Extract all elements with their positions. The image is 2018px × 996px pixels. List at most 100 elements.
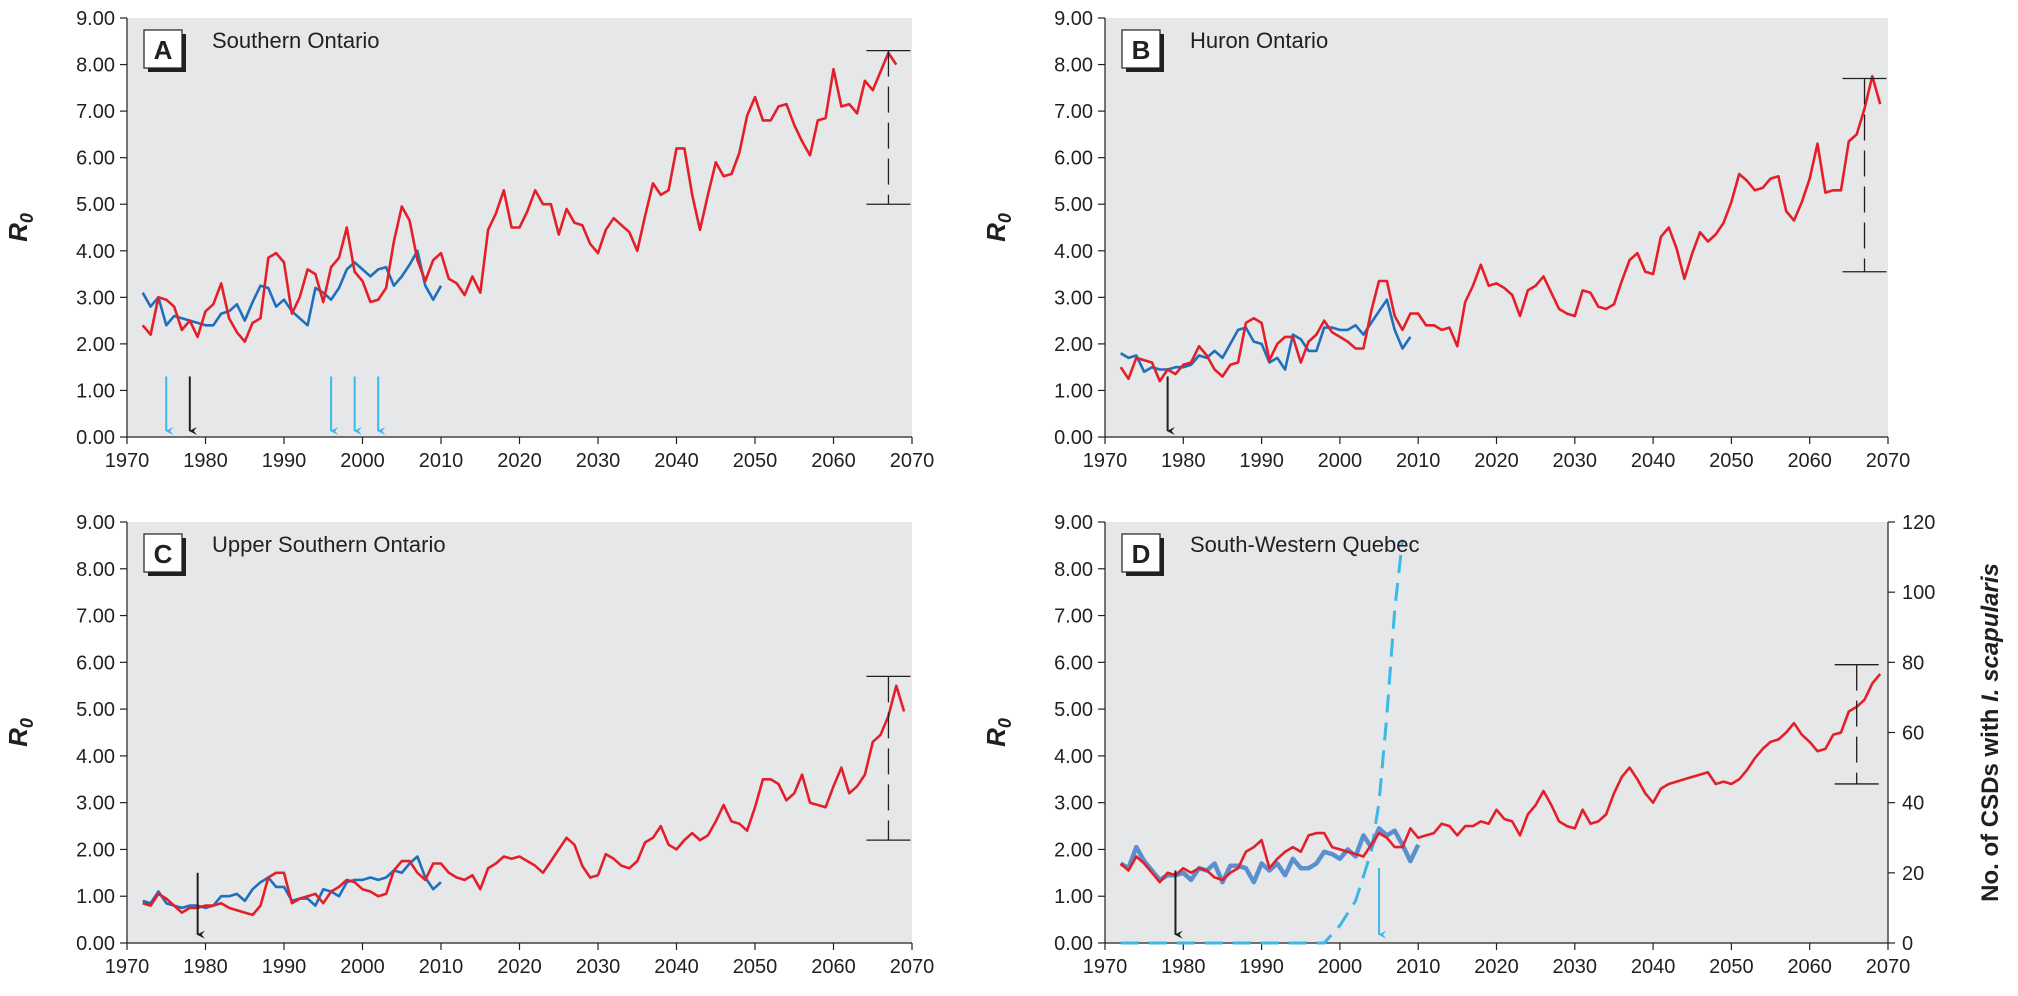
panel-letter-box [1121, 533, 1161, 573]
y2-tick-label: 0 [1902, 933, 1913, 955]
y2-axis-label: No. of CSDs with I. scapularis [1977, 563, 2004, 902]
plot-area [1105, 18, 1888, 437]
x-tick-label: 2000 [340, 956, 385, 978]
x-tick-label: 2000 [340, 450, 385, 472]
x-tick-label: 2010 [419, 956, 464, 978]
y-tick-label: 9.00 [1054, 8, 1093, 30]
x-tick-label: 2050 [733, 956, 778, 978]
x-tick-label: 1980 [183, 956, 228, 978]
y-tick-label: 2.00 [76, 839, 115, 861]
x-tick-label: 1970 [105, 450, 150, 472]
x-tick-label: 1980 [1161, 450, 1206, 472]
x-tick-label: 2060 [1787, 956, 1832, 978]
x-tick-label: 2030 [576, 956, 621, 978]
x-tick-label: 2060 [811, 450, 856, 472]
y-tick-label: 9.00 [1054, 512, 1093, 534]
chart-panel-c: 0.00 1.00 2.00 3.00 4.00 5.00 6.00 7.00 8.00 9.00… [3, 512, 934, 978]
x-tick-label: 2040 [654, 450, 699, 472]
y-tick-label: 2.00 [76, 334, 115, 356]
series-line-projected [1119, 74, 1882, 383]
y-tick-label: 8.00 [76, 559, 115, 581]
y-tick-label: 7.00 [1054, 101, 1093, 123]
y2-tick-label: 40 [1902, 793, 1924, 815]
y-tick-label: 2.00 [1054, 839, 1093, 861]
x-tick-label: 2030 [576, 450, 621, 472]
x-tick-label: 2020 [1474, 956, 1519, 978]
y2-tick-label: 100 [1902, 582, 1935, 604]
panel-letter: B [1132, 35, 1151, 65]
y-tick-label: 5.00 [1054, 194, 1093, 216]
y-tick-label: 9.00 [76, 512, 115, 534]
x-tick-label: 2070 [890, 956, 935, 978]
x-tick-label: 2050 [733, 450, 778, 472]
x-tick-label: 1990 [1239, 450, 1284, 472]
panel-title: Upper Southern Ontario [212, 532, 446, 557]
y-tick-label: 7.00 [1054, 606, 1093, 628]
x-tick-label: 1970 [1083, 450, 1128, 472]
x-tick-label: 2010 [1396, 450, 1441, 472]
y-tick-label: 1.00 [1054, 380, 1093, 402]
plot-area [127, 522, 912, 943]
y-tick-label: 9.00 [76, 8, 115, 30]
y2-tick-label: 120 [1902, 512, 1935, 534]
y-tick-label: 5.00 [76, 194, 115, 216]
y-tick-label: 8.00 [76, 55, 115, 77]
x-tick-label: 2020 [497, 450, 542, 472]
y-tick-label: 3.00 [1054, 287, 1093, 309]
y-tick-label: 6.00 [1054, 148, 1093, 170]
x-tick-label: 2040 [654, 956, 699, 978]
y-tick-label: 1.00 [76, 886, 115, 908]
y-tick-label: 0.00 [1054, 427, 1093, 449]
x-tick-label: 2070 [890, 450, 935, 472]
y-tick-label: 0.00 [1054, 933, 1093, 955]
y2-tick-label: 80 [1902, 652, 1924, 674]
x-tick-label: 2040 [1631, 956, 1676, 978]
series-line-observed [1119, 826, 1421, 885]
x-tick-label: 1990 [1239, 956, 1284, 978]
plot-area [1105, 522, 1888, 943]
y-tick-label: 3.00 [76, 793, 115, 815]
y-tick-label: 4.00 [76, 746, 115, 768]
x-tick-label: 2050 [1709, 450, 1754, 472]
x-tick-label: 1990 [262, 956, 307, 978]
x-tick-label: 2000 [1318, 450, 1363, 472]
y-tick-label: 2.00 [1054, 334, 1093, 356]
panel-title: Huron Ontario [1190, 28, 1328, 53]
y-tick-label: 0.00 [76, 933, 115, 955]
y-axis-label: R0 [3, 718, 37, 747]
x-tick-label: 2010 [419, 450, 464, 472]
y-tick-label: 6.00 [76, 148, 115, 170]
y-tick-label: 8.00 [1054, 559, 1093, 581]
x-tick-label: 1990 [262, 450, 307, 472]
y-tick-label: 7.00 [76, 101, 115, 123]
series-line-projected [1119, 673, 1882, 884]
panel-letter: C [154, 539, 173, 569]
x-tick-label: 2030 [1553, 450, 1598, 472]
x-tick-label: 2050 [1709, 956, 1754, 978]
y-tick-label: 4.00 [76, 241, 115, 263]
x-tick-label: 2000 [1318, 956, 1363, 978]
csd-count-curve [1120, 539, 1404, 945]
panel-title: South-Western Quebec [1190, 532, 1420, 557]
y-tick-label: 1.00 [1054, 886, 1093, 908]
x-tick-label: 1970 [105, 956, 150, 978]
panel-letter: A [154, 35, 173, 65]
y-tick-label: 5.00 [76, 699, 115, 721]
y-axis-label: R0 [3, 213, 37, 242]
panel-letter-box [1121, 29, 1161, 69]
y-tick-label: 7.00 [76, 606, 115, 628]
x-tick-label: 2060 [811, 956, 856, 978]
y-axis-label: R0 [981, 213, 1015, 242]
series-line-projected [142, 684, 906, 917]
series-line-projected [141, 51, 898, 343]
y-axis-label: R0 [981, 718, 1015, 747]
x-tick-label: 1980 [1161, 956, 1206, 978]
y-tick-label: 4.00 [1054, 746, 1093, 768]
panel-letter: D [1132, 539, 1151, 569]
x-tick-label: 2060 [1787, 450, 1832, 472]
y-tick-label: 5.00 [1054, 699, 1093, 721]
chart-panel-b: 0.00 1.00 2.00 3.00 4.00 5.00 6.00 7.00 8.00 9.00… [981, 8, 1910, 472]
chart-panel-d: 0.00 1.00 2.00 3.00 4.00 5.00 6.00 7.00 8.00 9.00… [981, 512, 2004, 978]
y-tick-label: 3.00 [76, 287, 115, 309]
